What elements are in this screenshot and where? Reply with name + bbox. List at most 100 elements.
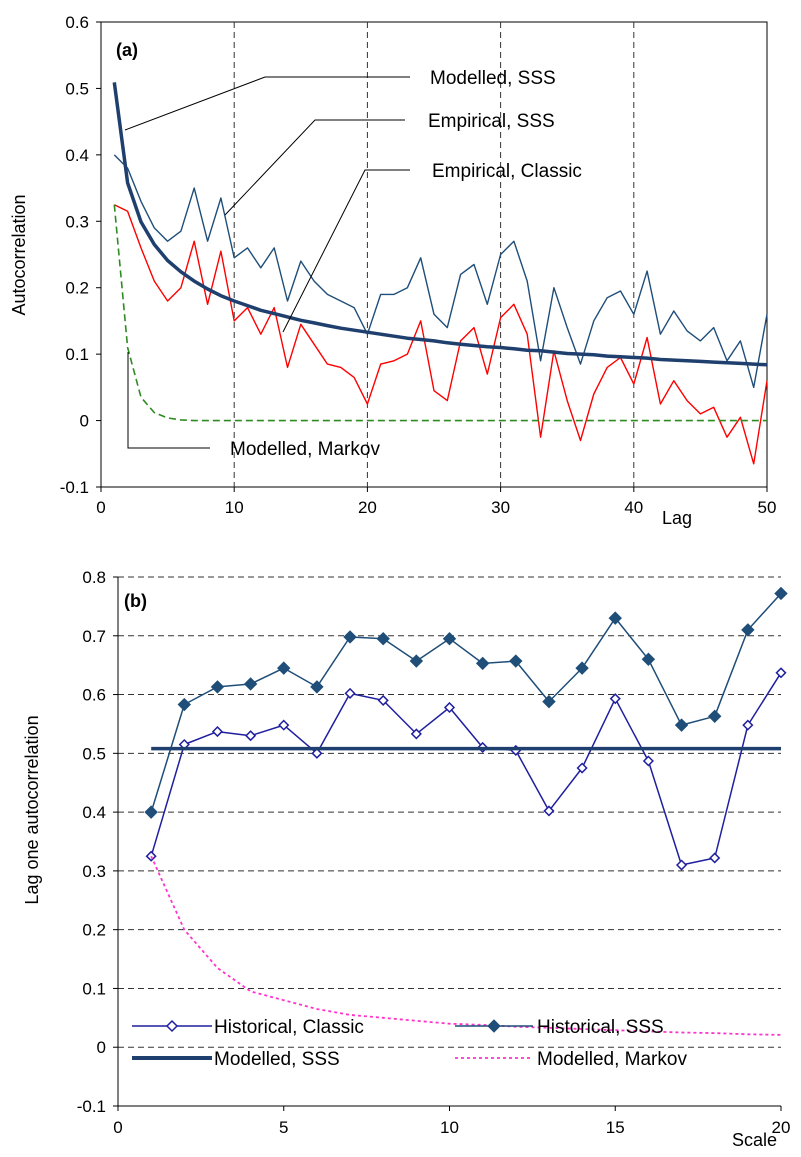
series-historical-sss [150,592,782,813]
panel-a-y-tick-label: 0.6 [65,13,89,32]
panel-b-x-axis-label: Scale [732,1130,777,1150]
series-historical-sss-point [774,586,788,601]
series-historical-classic-point [410,728,422,740]
series-historical-classic [150,672,782,866]
leader-empirical-classic [282,169,410,333]
panel-b-plot-area [118,577,781,1106]
series-historical-sss-point [442,632,457,646]
series-historical-sss-point [575,661,589,675]
panel-a-x-tick-label: 0 [96,498,105,517]
legend-modelled-markov: Modelled, Markov [455,1049,687,1070]
panel-a-y-tick-label: 0.1 [65,345,89,364]
series-empirical-classic [113,204,768,465]
panel-b-x-tick-label: 10 [440,1118,459,1137]
series-historical-sss-point [243,677,258,691]
panel-a-chart: 0 10 20 30 40 50 -0.1 0 0.1 0.2 0.3 0.4 0.5 0.6 (a) M… [9,13,776,528]
series-historical-sss-point [210,680,225,694]
annotation-modelled-sss: Modelled, SSS [430,68,556,89]
legend-historical-classic-label: Historical, Classic [214,1017,364,1038]
series-modelled-markov [113,204,767,422]
panel-b-y-axis-label: Lag one autocorrelation [22,715,42,904]
series-historical-classic-point [609,693,621,705]
panel-a-x-tick-label: 50 [758,498,777,517]
panel-b-legend: Historical, Classic Historical, SSS Mode… [132,1017,687,1070]
legend-modelled-sss: Modelled, SSS [132,1049,340,1070]
series-historical-sss-point [310,680,324,694]
panel-b-y-tick-label: 0.3 [82,862,106,881]
panel-b-y-tick-label: 0.5 [82,744,106,763]
annotation-modelled-markov: Modelled, Markov [230,439,380,460]
annotation-empirical-sss: Empirical, SSS [428,111,555,132]
series-historical-sss-point [707,709,722,724]
series-historical-classic-point [145,850,157,862]
series-historical-classic-point [642,755,654,767]
series-historical-classic-point [311,747,323,759]
annotation-empirical-classic: Empirical, Classic [432,161,582,182]
panel-a-annotation-leaders [124,76,410,449]
panel-a-x-tick-label: 20 [358,498,377,517]
panel-b-label: (b) [124,591,147,611]
series-historical-sss-point [409,654,424,668]
panel-a-label: (a) [116,40,138,60]
panel-a-x-tick-label: 40 [624,498,643,517]
legend-historical-sss: Historical, SSS [455,1017,664,1038]
panel-a-ticks: 0 10 20 30 40 50 -0.1 0 0.1 0.2 0.3 0.4 0.5 0.6 [60,13,777,517]
legend-modelled-markov-label: Modelled, Markov [537,1049,687,1070]
panel-b-x-tick-label: 5 [279,1118,288,1137]
panel-b-x-tick-label: 0 [113,1118,122,1137]
legend-historical-classic: Historical, Classic [132,1017,364,1038]
panel-a-y-tick-label: 0.5 [65,79,89,98]
panel-b-y-tick-label: 0.7 [82,627,106,646]
series-historical-sss-point [475,656,490,671]
series-modelled-markov [150,855,782,1036]
panel-a-y-tick-label: 0.2 [65,279,89,298]
series-historical-sss-point [343,630,357,644]
panel-a-y-tick-label: 0.3 [65,212,89,231]
panel-a-y-axis-label: Autocorrelation [9,194,29,315]
series-historical-classic-point [576,762,588,774]
panel-a-y-tick-label: 0 [80,412,89,431]
series-historical-classic-point [675,859,688,871]
panel-a-x-axis-label: Lag [662,508,692,528]
series-historical-sss-point [277,661,291,675]
panel-b-x-tick-label: 20 [772,1118,791,1137]
panel-a-x-tick-label: 10 [225,498,244,517]
series-historical-sss-point [641,652,656,666]
series-historical-classic-point [377,694,389,706]
series-historical-sss-point [509,654,523,668]
panel-a-plot-area [100,21,768,488]
series-historical-classic-point [245,730,257,742]
leader-modelled-markov [127,352,210,449]
series-historical-classic-point [443,701,456,714]
panel-b-chart: -0.1 0 0.1 0.2 0.3 0.4 0.5 0.6 0.7 0.8 0 5 10 15 20 (b… [22,568,790,1150]
panel-a-y-tick-label: -0.1 [60,478,89,497]
series-historical-classic-point [344,687,356,699]
series-historical-classic-point [709,852,721,864]
panel-a-x-tick-label: 30 [491,498,510,517]
panel-b-y-tick-label: 0.6 [82,686,106,705]
panel-b-y-tick-label: 0.1 [82,979,106,998]
series-empirical-sss [113,154,768,389]
series-historical-sss-point [376,632,390,646]
series-historical-classic-point [278,719,290,731]
series-historical-classic-point [211,726,224,738]
leader-empirical-sss [224,119,405,216]
panel-b-y-tick-label: -0.1 [77,1097,106,1116]
panel-b-ticks: -0.1 0 0.1 0.2 0.3 0.4 0.5 0.6 0.7 0.8 0 5 10 15 20 [77,568,791,1137]
series-historical-classic-point [543,805,555,817]
legend-historical-sss-marker [487,1019,501,1033]
legend-modelled-sss-label: Modelled, SSS [214,1049,340,1070]
panel-b-x-tick-label: 15 [606,1118,625,1137]
legend-historical-classic-marker [165,1019,179,1033]
panel-b-y-tick-label: 0.8 [82,568,106,587]
series-modelled-sss [112,82,768,367]
panel-b-grid [118,576,781,1048]
series-historical-sss-point [144,805,158,819]
panel-b-y-tick-label: 0 [97,1038,106,1057]
series-historical-sss-point [741,623,755,637]
series-historical-sss-point [674,718,689,732]
panel-b-y-tick-label: 0.2 [82,921,106,940]
panel-b-y-tick-label: 0.4 [82,803,106,822]
panel-b-series [144,586,788,1036]
